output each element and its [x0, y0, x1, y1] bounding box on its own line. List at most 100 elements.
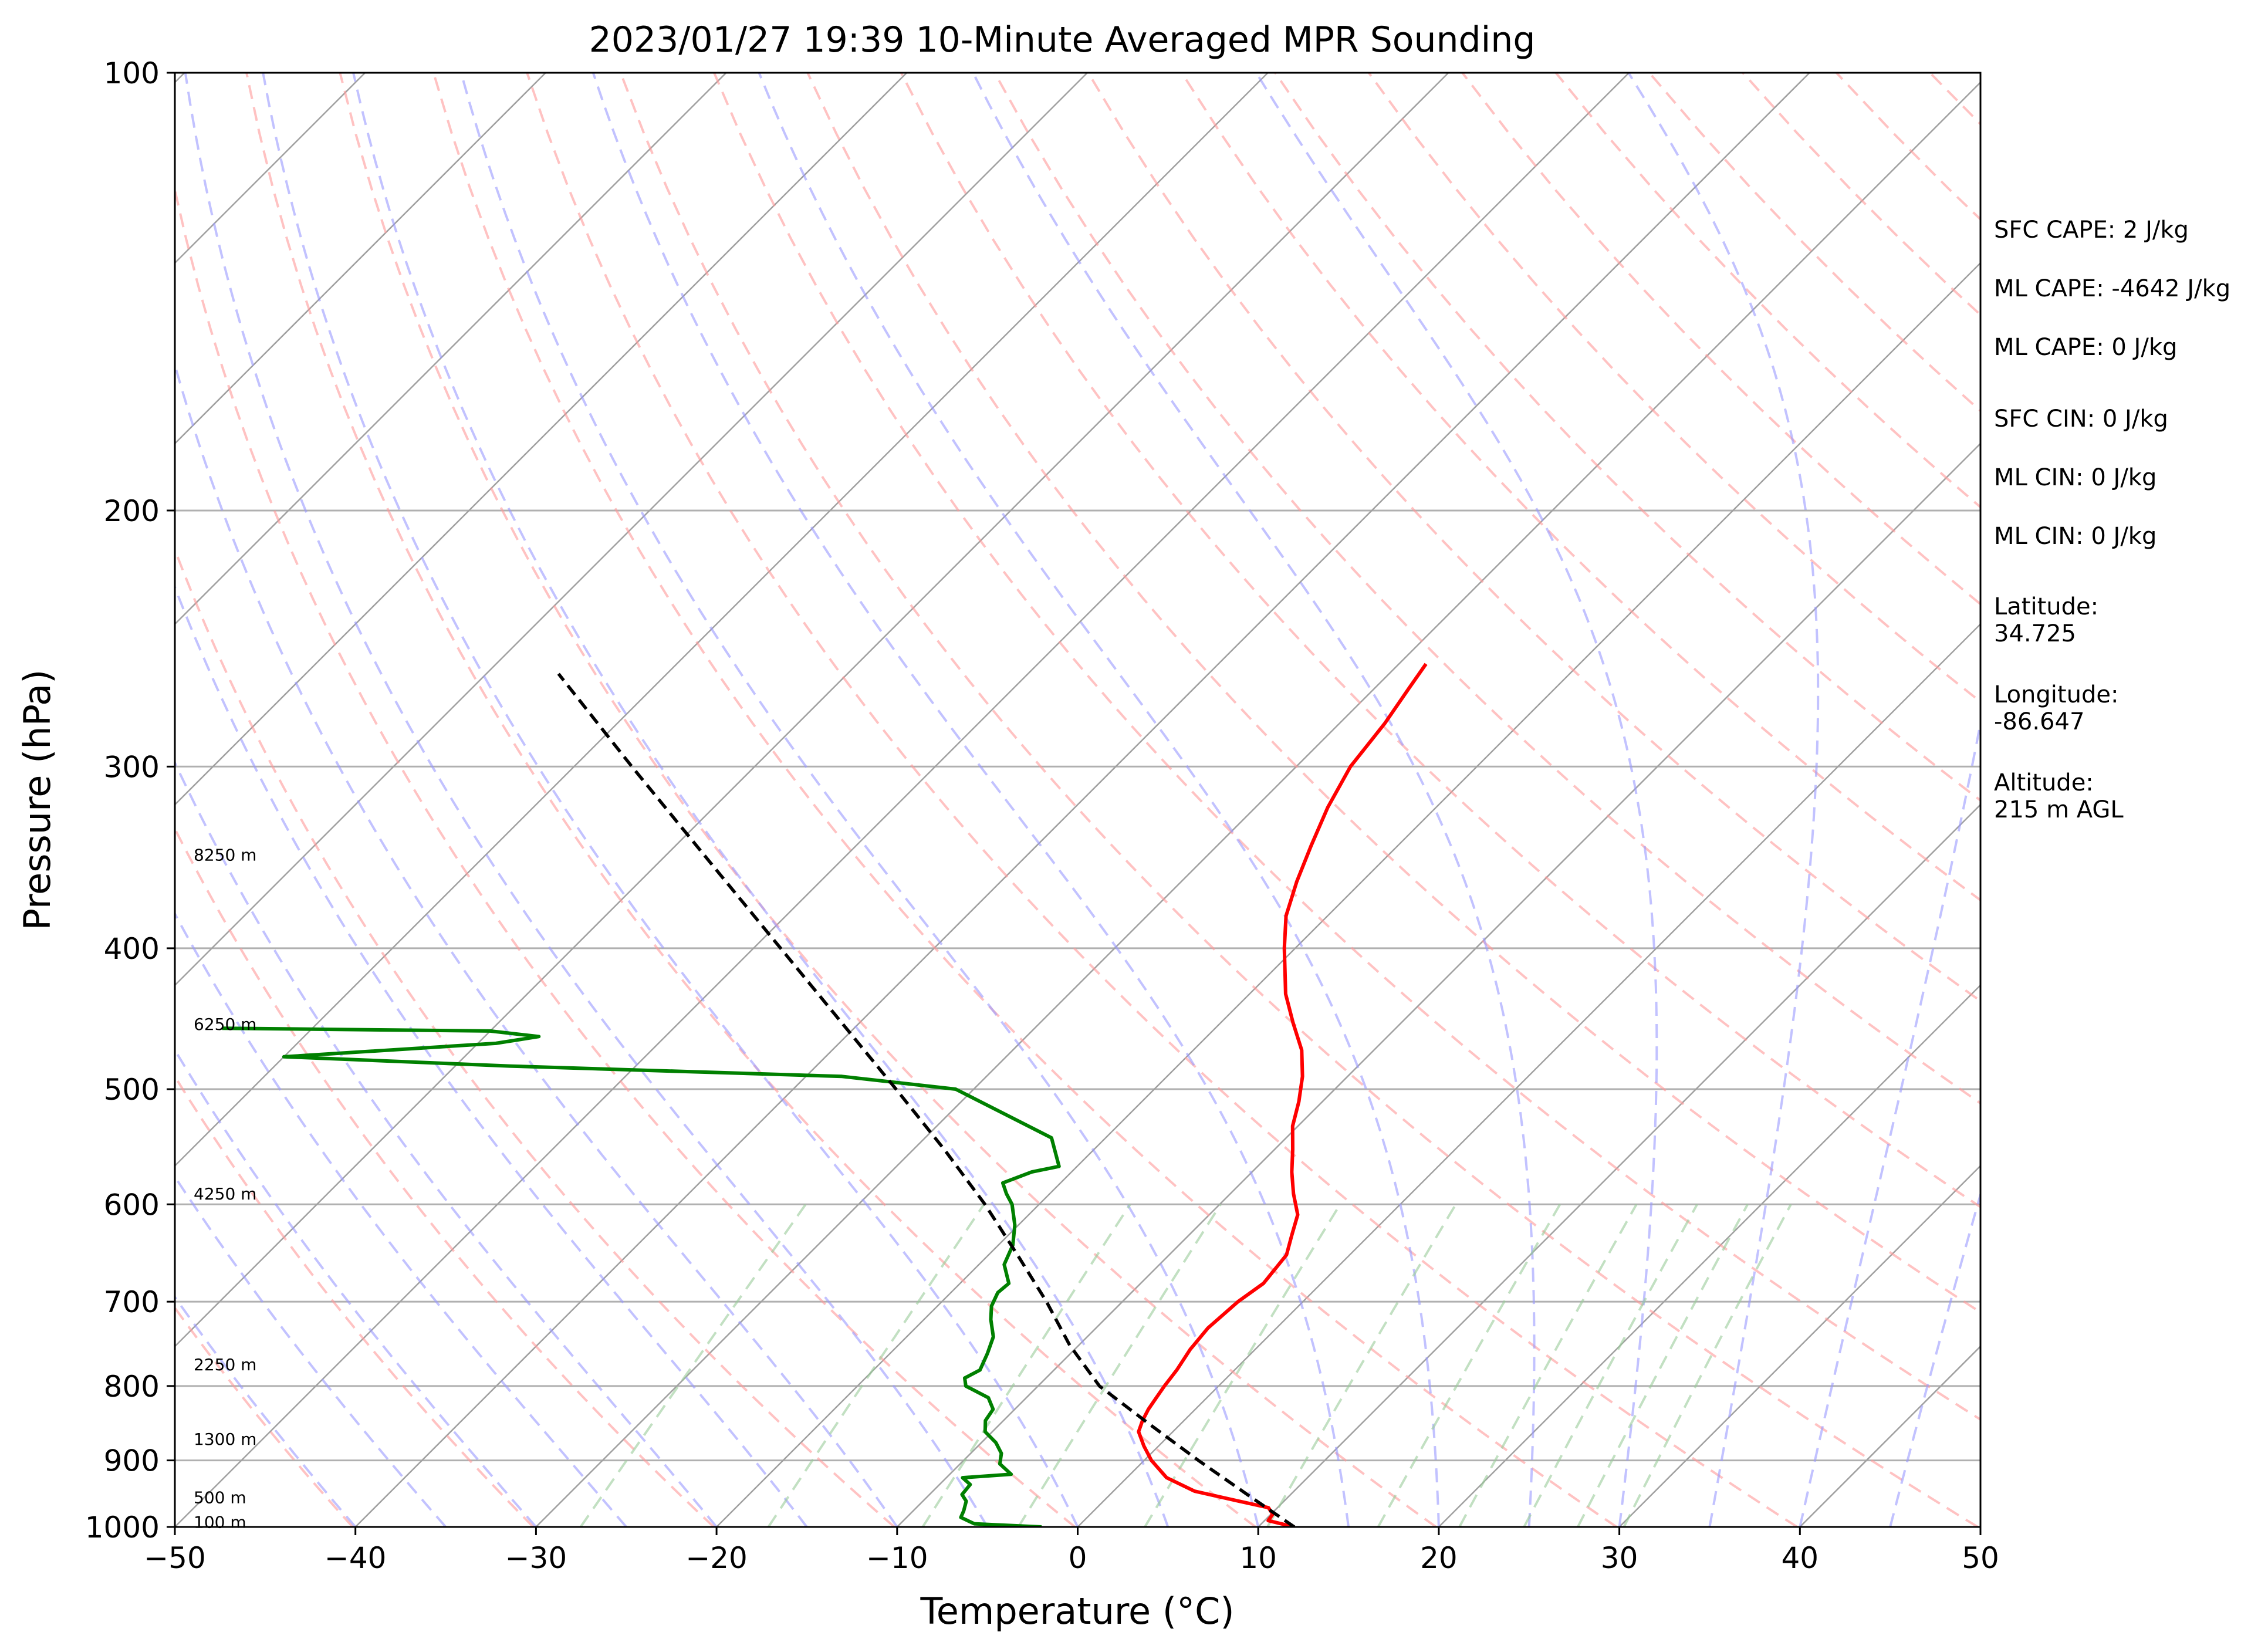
isotherm-line: [175, 73, 1269, 1167]
mixing-ratio-line: [767, 1204, 985, 1527]
moist-adiabat-line: [1627, 73, 1820, 1527]
isotherm-line: [716, 262, 1980, 1527]
moist-adiabat-line: [175, 911, 627, 1527]
x-tick-label: 30: [1601, 1541, 1638, 1575]
moist-adiabat-line: [591, 73, 1350, 1527]
series-layer: [222, 663, 1428, 1527]
height-label: 4250 m: [194, 1184, 256, 1204]
info-annotation: 34.725: [1994, 620, 2076, 647]
y-tick-label: 200: [104, 494, 160, 528]
dry-adiabat-line: [1087, 73, 1980, 1003]
moist-adiabat-line: [175, 1047, 537, 1527]
dry-adiabat-line: [175, 826, 715, 1527]
dry-adiabat-line: [175, 546, 895, 1527]
mixing-ratio-line: [1523, 1204, 1698, 1527]
info-annotation: Longitude:: [1994, 681, 2118, 708]
mixing-ratio-line: [1266, 1204, 1457, 1527]
isotherm-line: [175, 73, 1449, 1348]
mixing-ratio-line: [579, 1204, 807, 1527]
x-tick-label: 50: [1962, 1541, 1999, 1575]
height-label: 100 m: [194, 1512, 246, 1532]
y-tick-label: 400: [104, 932, 160, 966]
isotherm-line: [896, 442, 1980, 1527]
isotherm-line: [1438, 984, 1980, 1527]
info-annotation: SFC CIN: 0 J/kg: [1994, 406, 2168, 432]
isotherm-line: [535, 81, 1980, 1527]
dry-adiabat-line: [339, 73, 1437, 1527]
y-tick-label: 100: [104, 56, 160, 90]
y-tick-label: 600: [104, 1188, 160, 1222]
mixing-ratio-line: [1377, 1204, 1561, 1527]
isotherm-line: [175, 73, 1088, 986]
dewpoint-profile-line: [222, 1026, 1061, 1527]
moist-adiabat-line: [1799, 717, 1980, 1527]
dry-adiabat-line: [432, 73, 1618, 1527]
x-tick-label: 10: [1239, 1541, 1277, 1575]
moist-adiabat-line: [1255, 73, 1658, 1527]
isotherm-line: [354, 73, 1810, 1527]
isotherm-line: [0, 73, 4, 1527]
dry-adiabat-line: [900, 73, 1980, 1209]
height-label: 500 m: [194, 1488, 246, 1507]
dry-adiabat-line: [175, 184, 1076, 1527]
x-tick-label: −50: [144, 1541, 206, 1575]
x-axis-label: Temperature (°C): [920, 1590, 1234, 1633]
x-tick-label: −20: [685, 1541, 748, 1575]
info-annotation: Latitude:: [1994, 593, 2098, 620]
y-tick-label: 500: [104, 1073, 160, 1107]
moist-adiabat-line: [184, 73, 989, 1527]
moist-adiabat-line: [175, 760, 718, 1527]
isotherm-line: [1258, 803, 1980, 1527]
dry-adiabat-line: [245, 73, 1256, 1527]
mixing-ratio-line: [1623, 1204, 1792, 1527]
x-tick-label: −10: [866, 1541, 928, 1575]
dry-adiabat-line: [175, 1074, 535, 1527]
dry-adiabat-line: [713, 73, 1980, 1421]
info-annotation: ML CIN: 0 J/kg: [1994, 464, 2157, 491]
dry-adiabat-line: [175, 1306, 354, 1527]
dry-adiabat-line: [1367, 73, 1980, 704]
height-label: 1300 m: [194, 1430, 256, 1449]
isotherm-line: [175, 73, 546, 445]
mixing-ratio-line: [1458, 1204, 1638, 1527]
plot-frame: [174, 72, 1982, 1528]
x-tick-label: 40: [1781, 1541, 1819, 1575]
moist-adiabat-line: [175, 584, 808, 1527]
chart-title: 2023/01/27 19:39 10-Minute Averaged MPR …: [589, 19, 1536, 60]
moist-adiabat-line: [352, 73, 1170, 1527]
moist-adiabat-line: [175, 1174, 447, 1527]
reference-grid: [0, 73, 1980, 1527]
mixing-ratio-line: [1144, 1204, 1341, 1527]
info-annotation: ML CAPE: -4642 J/kg: [1994, 275, 2230, 302]
parcel-profile-line: [557, 673, 1296, 1527]
info-annotation: Altitude:: [1994, 769, 2094, 796]
dry-adiabat-line: [993, 73, 1980, 1105]
temperature-profile-line: [1137, 663, 1428, 1527]
x-tick-label: 20: [1420, 1541, 1458, 1575]
mixing-ratio-line: [1577, 1204, 1749, 1527]
y-tick-label: 300: [104, 750, 160, 784]
moist-adiabat-line: [972, 73, 1536, 1527]
moist-adiabat-line: [262, 73, 1079, 1527]
mixing-ratio-line: [921, 1204, 1131, 1527]
y-tick-label: 900: [104, 1444, 160, 1478]
isotherm-line: [175, 73, 727, 626]
info-annotation: 215 m AGL: [1994, 796, 2124, 823]
dry-adiabat-line: [619, 73, 1979, 1527]
y-axis-label: Pressure (hPa): [16, 670, 59, 931]
height-labels: 100 m 500 m 1300 m 2250 m 4250 m 6250 m 8250 m: [194, 846, 256, 1532]
dry-adiabat-line: [526, 73, 1798, 1527]
y-tick-label: 800: [104, 1370, 160, 1404]
dry-adiabat-line: [1274, 73, 1980, 802]
x-tick-label: −30: [505, 1541, 567, 1575]
isotherm-line: [175, 73, 908, 806]
isotherm-line: [1077, 623, 1980, 1527]
isotherm-line: [1618, 1164, 1980, 1527]
x-tick-label: 0: [1069, 1541, 1087, 1575]
y-tick-label: 1000: [85, 1511, 160, 1545]
info-annotation: ML CAPE: 0 J/kg: [1994, 334, 2177, 361]
sounding-info-panel: SFC CAPE: 2 J/kg ML CAPE: -4642 J/kg ML CA…: [1994, 217, 2230, 823]
info-annotation: SFC CAPE: 2 J/kg: [1994, 217, 2189, 244]
height-label: 8250 m: [194, 846, 256, 865]
